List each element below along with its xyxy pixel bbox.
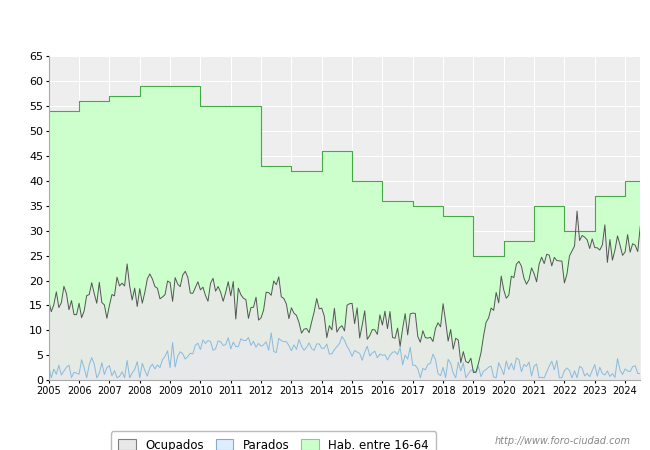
Legend: Ocupados, Parados, Hab. entre 16-64: Ocupados, Parados, Hab. entre 16-64 — [111, 432, 436, 450]
Text: http://www.foro-ciudad.com: http://www.foro-ciudad.com — [495, 436, 630, 446]
Text: Valtorres - Evolucion de la poblacion en edad de Trabajar Mayo de 2024: Valtorres - Evolucion de la poblacion en… — [86, 18, 564, 31]
